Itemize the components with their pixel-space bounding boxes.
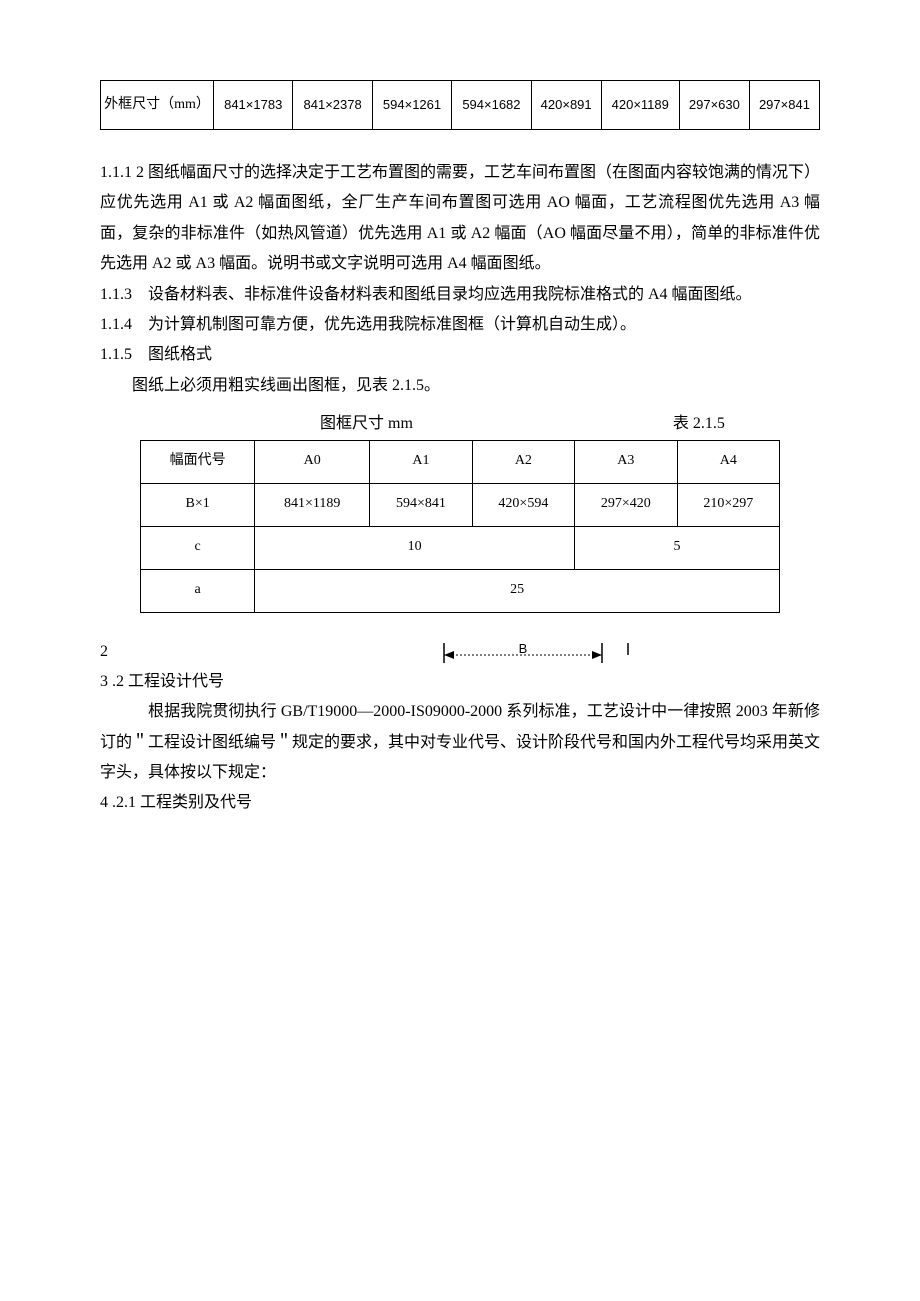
table-row: c 10 5 (141, 526, 780, 569)
cell: 210×297 (677, 483, 779, 526)
section-3-body: 根据我院贯彻执行 GB/T19000—2000-IS09000-2000 系列标… (100, 697, 820, 788)
row-label: 外框尺寸（mm） (101, 81, 214, 130)
table-row: a 25 (141, 569, 780, 612)
cell: 5 (575, 526, 780, 569)
paragraph-1-1-5-body: 图纸上必须用粗实线画出图框，见表 2.1.5。 (100, 371, 820, 401)
section-4-heading: 4 .2.1 工程类别及代号 (100, 788, 820, 818)
cell: 25 (255, 569, 780, 612)
cell: 297×630 (679, 81, 749, 130)
header-cell: A0 (255, 440, 370, 483)
paragraph-1-1-4: 1.1.4 为计算机制图可靠方便，优先选用我院标准图框（计算机自动生成）。 (100, 310, 820, 340)
list-number-2: 2 (100, 637, 108, 667)
row-label: a (141, 569, 255, 612)
cell: 10 (255, 526, 575, 569)
row-label: B×1 (141, 483, 255, 526)
table2-number: 表 2.1.5 (673, 409, 725, 439)
paragraph-1-1-1: 1.1.1 2 图纸幅面尺寸的选择决定于工艺布置图的需要，工艺车间布置图（在图面… (100, 158, 820, 280)
outer-frame-size-table: 外框尺寸（mm） 841×1783 841×2378 594×1261 594×… (100, 80, 820, 130)
table-row: B×1 841×1189 594×841 420×594 297×420 210… (141, 483, 780, 526)
header-cell: A1 (370, 440, 472, 483)
dimension-diagram-icon: B (438, 641, 638, 667)
cell: 594×841 (370, 483, 472, 526)
cell: 420×891 (531, 81, 601, 130)
cell: 297×841 (749, 81, 819, 130)
header-cell: A2 (472, 440, 574, 483)
cell: 841×1189 (255, 483, 370, 526)
diagram-letter: B (519, 641, 528, 656)
row-label: c (141, 526, 255, 569)
frame-size-table: 幅面代号 A0 A1 A2 A3 A4 B×1 841×1189 594×841… (140, 440, 780, 613)
table2-title: 图框尺寸 mm (320, 409, 413, 439)
cell: 297×420 (575, 483, 677, 526)
header-cell: A3 (575, 440, 677, 483)
paragraph-1-1-3: 1.1.3 设备材料表、非标准件设备材料表和图纸目录均应选用我院标准格式的 A4… (100, 280, 820, 310)
header-cell: A4 (677, 440, 779, 483)
cell: 841×2378 (293, 81, 372, 130)
table2-caption-row: 图框尺寸 mm 表 2.1.5 (100, 409, 820, 439)
cell: 420×594 (472, 483, 574, 526)
cell: 420×1189 (601, 81, 679, 130)
paragraph-1-1-5: 1.1.5 图纸格式 (100, 340, 820, 370)
cell: 594×1261 (372, 81, 451, 130)
section-3-heading: 3 .2 工程设计代号 (100, 667, 820, 697)
table-row: 外框尺寸（mm） 841×1783 841×2378 594×1261 594×… (101, 81, 820, 130)
header-cell: 幅面代号 (141, 440, 255, 483)
cell: 594×1682 (452, 81, 531, 130)
cell: 841×1783 (214, 81, 293, 130)
table-header-row: 幅面代号 A0 A1 A2 A3 A4 (141, 440, 780, 483)
